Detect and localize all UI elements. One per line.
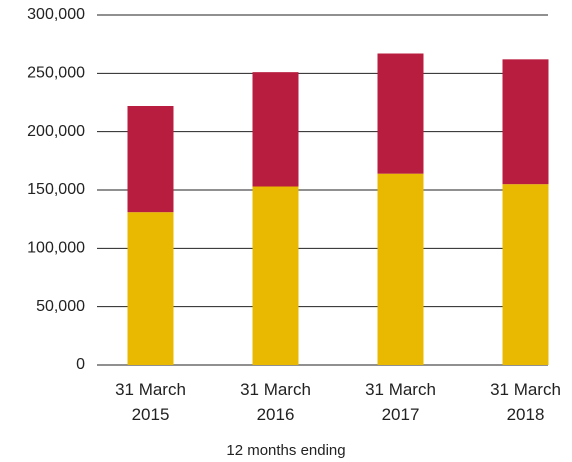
bar-segment: [127, 212, 174, 365]
y-tick-label: 200,000: [27, 123, 85, 140]
x-tick-label: 31 March 2015: [115, 380, 186, 424]
x-axis-title: 12 months ending: [226, 442, 346, 459]
bar-segment: [377, 53, 424, 174]
bar-segment: [127, 106, 174, 213]
y-tick-label: 300,000: [27, 6, 85, 23]
bar-segment: [502, 184, 549, 365]
y-tick-label: 100,000: [27, 240, 85, 257]
y-tick-label: 50,000: [36, 298, 85, 315]
bar-segment: [252, 72, 299, 187]
bar-segment: [502, 59, 549, 185]
y-tick-label: 250,000: [27, 65, 85, 82]
y-tick-label: 150,000: [27, 181, 85, 198]
bar-segment: [252, 186, 299, 365]
x-tick-label: 31 March 2016: [240, 380, 311, 424]
x-tick-label: 31 March 2018: [490, 380, 561, 424]
x-tick-label: 31 March 2017: [365, 380, 436, 424]
y-tick-label: 0: [76, 356, 85, 373]
bar-segment: [377, 173, 424, 365]
